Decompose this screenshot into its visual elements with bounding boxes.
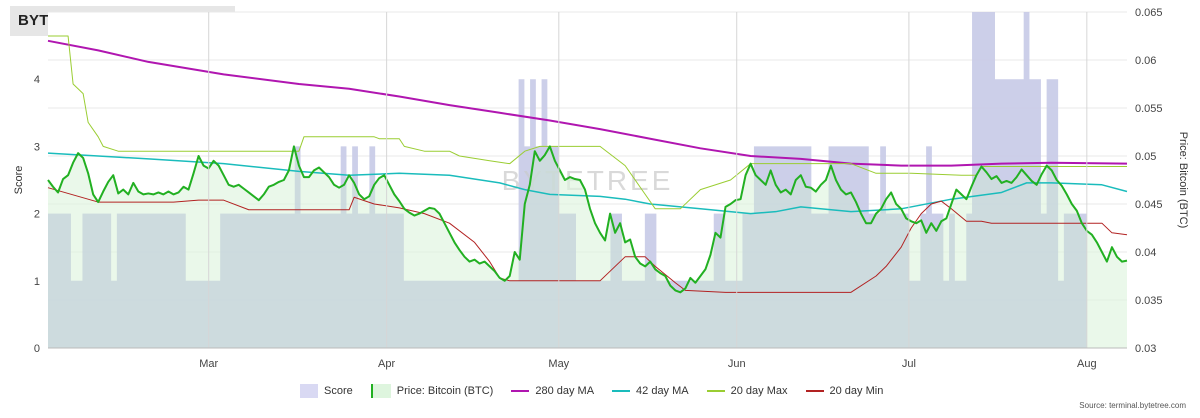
y-left-axis-title: Score: [13, 166, 25, 195]
y-left-tick-label: 3: [34, 141, 40, 153]
y-left-tick-label: 4: [34, 74, 40, 86]
score-overlay: [48, 12, 1127, 348]
y-right-axis-title: Price: Bitcoin (BTC): [1177, 132, 1189, 229]
source-note: Source: terminal.bytetree.com: [1079, 401, 1186, 410]
series-line-20-day-min: [47, 187, 1128, 293]
y-right-tick-label: 0.065: [1135, 7, 1163, 19]
legend-item-ma280[interactable]: 280 day MA: [511, 385, 594, 397]
y-right-tick-label: 0.04: [1135, 247, 1156, 259]
legend-swatch-score: [300, 384, 318, 398]
legend-item-score[interactable]: Score: [300, 384, 353, 398]
series-line-20-day-max: [48, 35, 1127, 210]
y-left-tick-label: 1: [34, 276, 40, 288]
x-tick-label: Jun: [728, 358, 746, 370]
legend-swatch-max20: [706, 390, 725, 392]
y-right-tick-label: 0.055: [1135, 103, 1163, 115]
legend-swatch-ma280: [511, 390, 530, 392]
x-tick-label: Apr: [378, 358, 395, 370]
y-right-tick-label: 0.035: [1135, 295, 1163, 307]
x-tick-label: Jul: [902, 358, 916, 370]
y-left-tick-label: 2: [34, 209, 40, 221]
legend-label: 20 day Max: [730, 385, 788, 397]
legend-label: 20 day Min: [829, 385, 884, 397]
x-tick-label: Aug: [1077, 358, 1097, 370]
legend-label: 280 day MA: [535, 385, 595, 397]
legend-label: Score: [324, 385, 353, 397]
legend-swatch-min20: [805, 390, 824, 392]
y-left-tick-label: 0: [34, 343, 40, 355]
legend-item-ma42[interactable]: 42 day MA: [612, 385, 689, 397]
y-right-tick-label: 0.045: [1135, 199, 1163, 211]
series-line-42-day-ma: [47, 152, 1128, 215]
y-right-tick-label: 0.06: [1135, 55, 1156, 67]
legend-item-min20[interactable]: 20 day Min: [805, 385, 884, 397]
y-right-tick-label: 0.05: [1135, 151, 1156, 163]
legend-item-price[interactable]: Price: Bitcoin (BTC): [370, 384, 494, 398]
legend-label: 42 day MA: [636, 385, 689, 397]
y-right-tick-label: 0.03: [1135, 343, 1156, 355]
legend-swatch-price: [370, 384, 391, 398]
x-tick-label: May: [548, 358, 569, 370]
legend-item-max20[interactable]: 20 day Max: [706, 385, 788, 397]
legend: Score Price: Bitcoin (BTC) 280 day MA 42 da…: [300, 384, 883, 398]
price-area: [48, 146, 1127, 348]
series-line-280-day-ma: [47, 39, 1128, 167]
legend-label: Price: Bitcoin (BTC): [396, 385, 494, 397]
x-tick-label: Mar: [199, 358, 218, 370]
legend-swatch-ma42: [612, 390, 631, 392]
series-line-price-bitcoin-btc: [47, 145, 1128, 294]
